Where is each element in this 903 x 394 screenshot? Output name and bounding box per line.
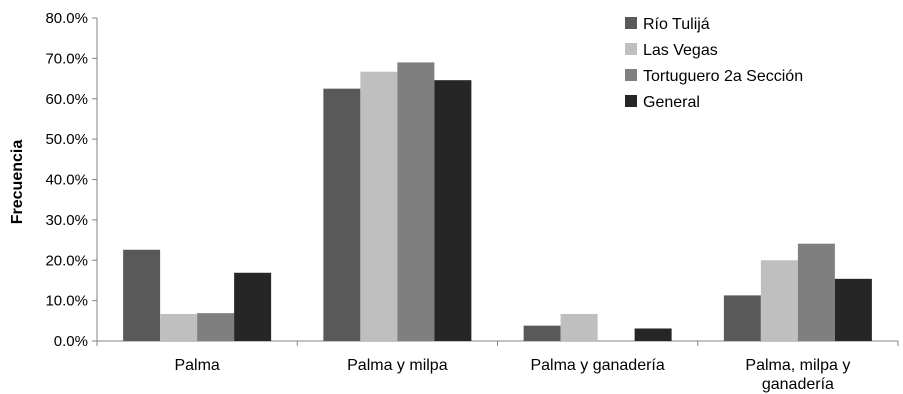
bar (723, 295, 761, 341)
bar (634, 328, 672, 341)
bar (834, 278, 872, 341)
x-tick-label: Palma, milpa y ganadería (745, 357, 850, 393)
bar (397, 62, 435, 341)
bar (234, 272, 272, 341)
legend-swatch (625, 43, 637, 55)
legend-label: Tortuguero 2a Sección (643, 68, 803, 85)
x-tick-labels: Palma Palma y milpa Palma y ganadería Palma… (174, 357, 850, 393)
legend: Río Tulijá Las Vegas Tortuguero 2a Sección… (625, 16, 803, 111)
y-tick-label: 60.0% (45, 91, 88, 108)
legend-label: Las Vegas (643, 42, 718, 59)
legend-swatch (625, 69, 637, 81)
legend-label: Río Tulijá (643, 16, 710, 33)
legend-label: General (643, 94, 700, 111)
y-tick-label: 70.0% (45, 50, 88, 67)
bar (123, 249, 161, 341)
y-tick-label: 80.0% (45, 10, 88, 27)
x-tick-label: Palma y milpa (347, 357, 448, 374)
y-tick-label: 10.0% (45, 293, 88, 310)
legend-swatch (625, 17, 637, 29)
y-tick-label: 40.0% (45, 172, 88, 189)
x-tick-label: Palma y ganadería (530, 357, 664, 374)
legend-swatch (625, 95, 637, 107)
bar (523, 325, 561, 341)
bar (360, 71, 398, 341)
y-tick-labels: 0.0% 10.0% 20.0% 30.0% 40.0% 50.0% 60.0% 70.0% 8… (45, 10, 88, 350)
bar (197, 313, 235, 341)
bar (560, 313, 598, 341)
bar (160, 313, 198, 341)
bars (123, 62, 872, 342)
y-axis-label: Frecuencia (9, 140, 26, 225)
bar (797, 243, 835, 341)
bar (323, 88, 361, 341)
y-tick-label: 20.0% (45, 252, 88, 269)
x-tick-label: Palma (174, 357, 219, 374)
y-tick-label: 0.0% (54, 333, 88, 350)
y-tick-label: 50.0% (45, 131, 88, 148)
y-tick-label: 30.0% (45, 212, 88, 229)
bar (434, 80, 472, 342)
bar (760, 260, 798, 341)
